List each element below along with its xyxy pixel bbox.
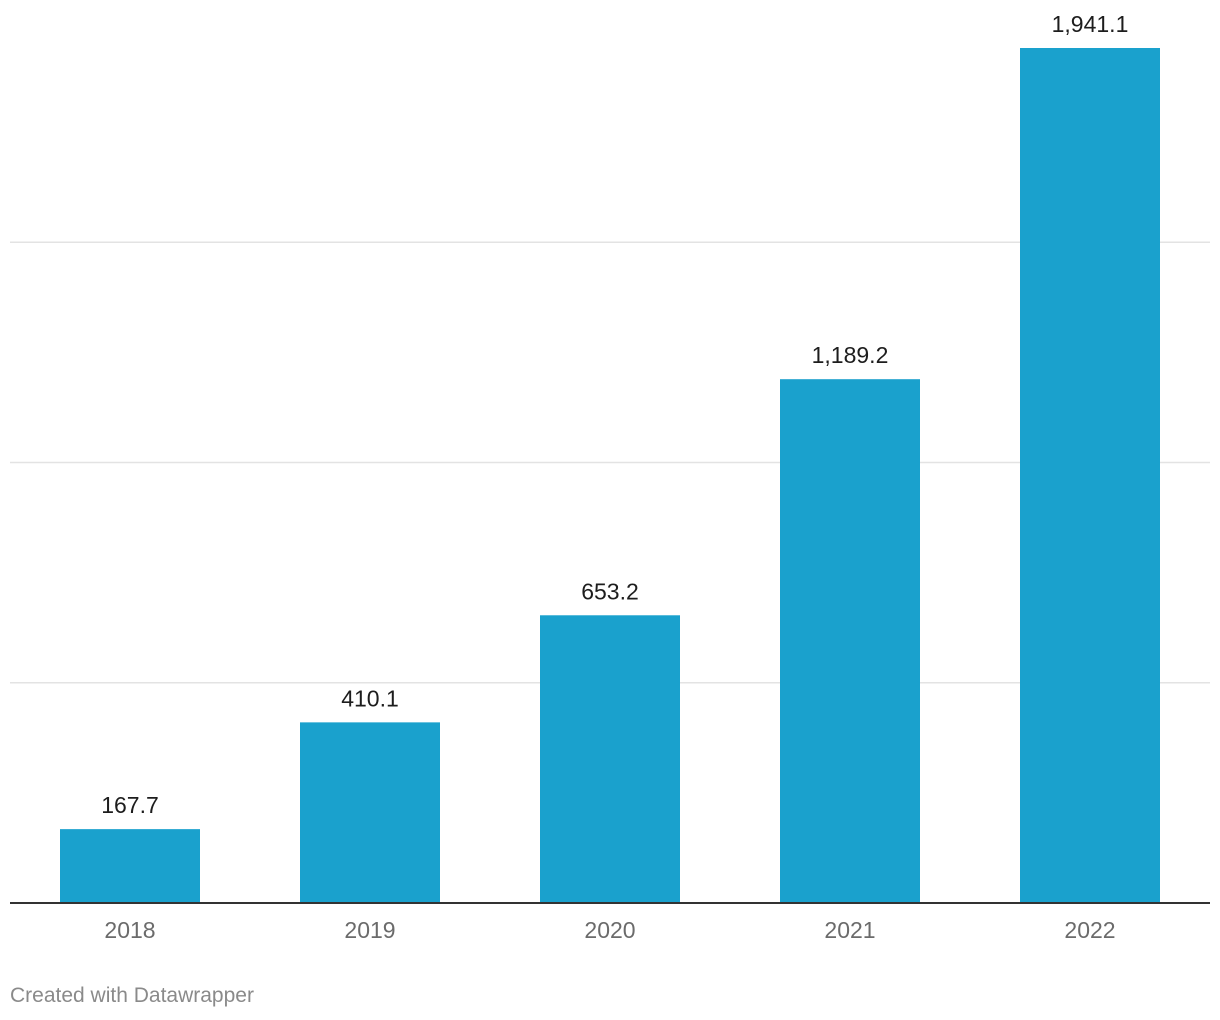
bar-2021: [780, 379, 920, 904]
value-label-2021: 1,189.2: [812, 342, 889, 368]
datawrapper-credit: Created with Datawrapper: [10, 984, 254, 1007]
x-tick-label-2018: 2018: [104, 917, 155, 943]
x-tick-label-2020: 2020: [584, 917, 635, 943]
value-label-2019: 410.1: [341, 685, 399, 711]
bar-2020: [540, 615, 680, 903]
x-axis-tick-labels: 2018 2019 2020 2021 2022: [104, 917, 1115, 943]
bar-2019: [300, 722, 440, 903]
x-tick-label-2019: 2019: [344, 917, 395, 943]
bars: [60, 48, 1160, 904]
value-labels: 167.7 410.1 653.2 1,189.2 1,941.1: [101, 11, 1128, 818]
value-label-2018: 167.7: [101, 792, 159, 818]
bar-2018: [60, 829, 200, 903]
value-label-2020: 653.2: [581, 578, 639, 604]
bar-2022: [1020, 48, 1160, 903]
value-label-2022: 1,941.1: [1052, 11, 1129, 37]
x-tick-label-2021: 2021: [824, 917, 875, 943]
x-tick-label-2022: 2022: [1064, 917, 1115, 943]
